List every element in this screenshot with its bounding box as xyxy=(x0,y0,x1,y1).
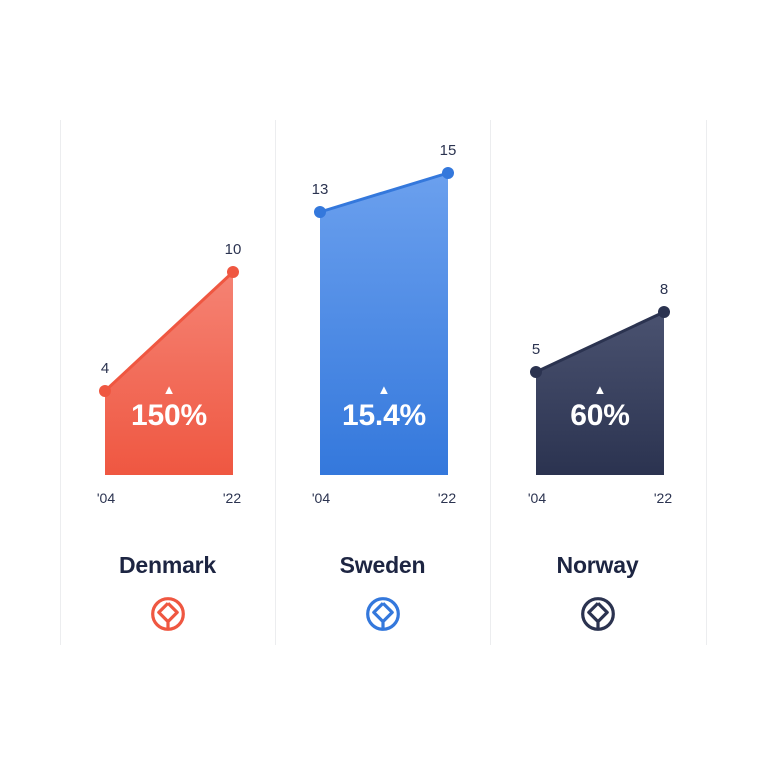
x-tick-end-norway: '22 xyxy=(653,490,673,506)
data-point-start[interactable] xyxy=(530,366,542,378)
diamond-ring-logo-icon xyxy=(579,595,617,633)
area-fill xyxy=(536,312,664,475)
trend-line xyxy=(534,310,666,374)
area-chart-denmark: 4 10 ▲ 150% '04'22 xyxy=(60,120,275,520)
area-chart-norway: 5 8 ▲ 60% '04'22 xyxy=(490,120,705,520)
value-label-start-sweden: 13 xyxy=(311,181,329,198)
x-tick-start-denmark: '04 xyxy=(96,490,116,506)
data-point-end[interactable] xyxy=(227,266,239,278)
panel-divider-0 xyxy=(60,120,61,645)
country-name-norway: Norway xyxy=(556,552,639,578)
trend-line xyxy=(103,270,235,393)
data-point-end[interactable] xyxy=(658,306,670,318)
x-tick-end-denmark: '22 xyxy=(222,490,242,506)
x-tick-end-sweden: '22 xyxy=(437,490,457,506)
area-fill xyxy=(105,272,233,475)
panel-divider-1 xyxy=(275,120,276,645)
panel-divider-2 xyxy=(490,120,491,645)
panel-divider-3 xyxy=(706,120,707,645)
area-fill xyxy=(320,173,448,475)
country-panel-sweden: 13 15 ▲ 15.4% '04'22 Sweden xyxy=(275,120,490,645)
x-tick-start-sweden: '04 xyxy=(311,490,331,506)
trend-line xyxy=(318,171,450,214)
data-point-end[interactable] xyxy=(442,167,454,179)
diamond-ring-logo-icon xyxy=(149,595,187,633)
country-name-sweden: Sweden xyxy=(339,552,426,578)
area-chart-sweden: 13 15 ▲ 15.4% '04'22 xyxy=(275,120,490,520)
data-point-start[interactable] xyxy=(314,206,326,218)
country-panel-denmark: 4 10 ▲ 150% '04'22 Denmark xyxy=(60,120,275,645)
value-label-end-sweden: 15 xyxy=(439,142,457,159)
value-label-end-denmark: 10 xyxy=(224,241,242,258)
value-label-end-norway: 8 xyxy=(659,281,669,298)
country-panel-norway: 5 8 ▲ 60% '04'22 Norway xyxy=(490,120,705,645)
x-tick-start-norway: '04 xyxy=(527,490,547,506)
diamond-ring-logo-icon xyxy=(364,595,402,633)
data-point-start[interactable] xyxy=(99,385,111,397)
value-label-start-norway: 5 xyxy=(531,341,541,358)
country-name-denmark: Denmark xyxy=(118,552,217,578)
value-label-start-denmark: 4 xyxy=(100,360,110,377)
